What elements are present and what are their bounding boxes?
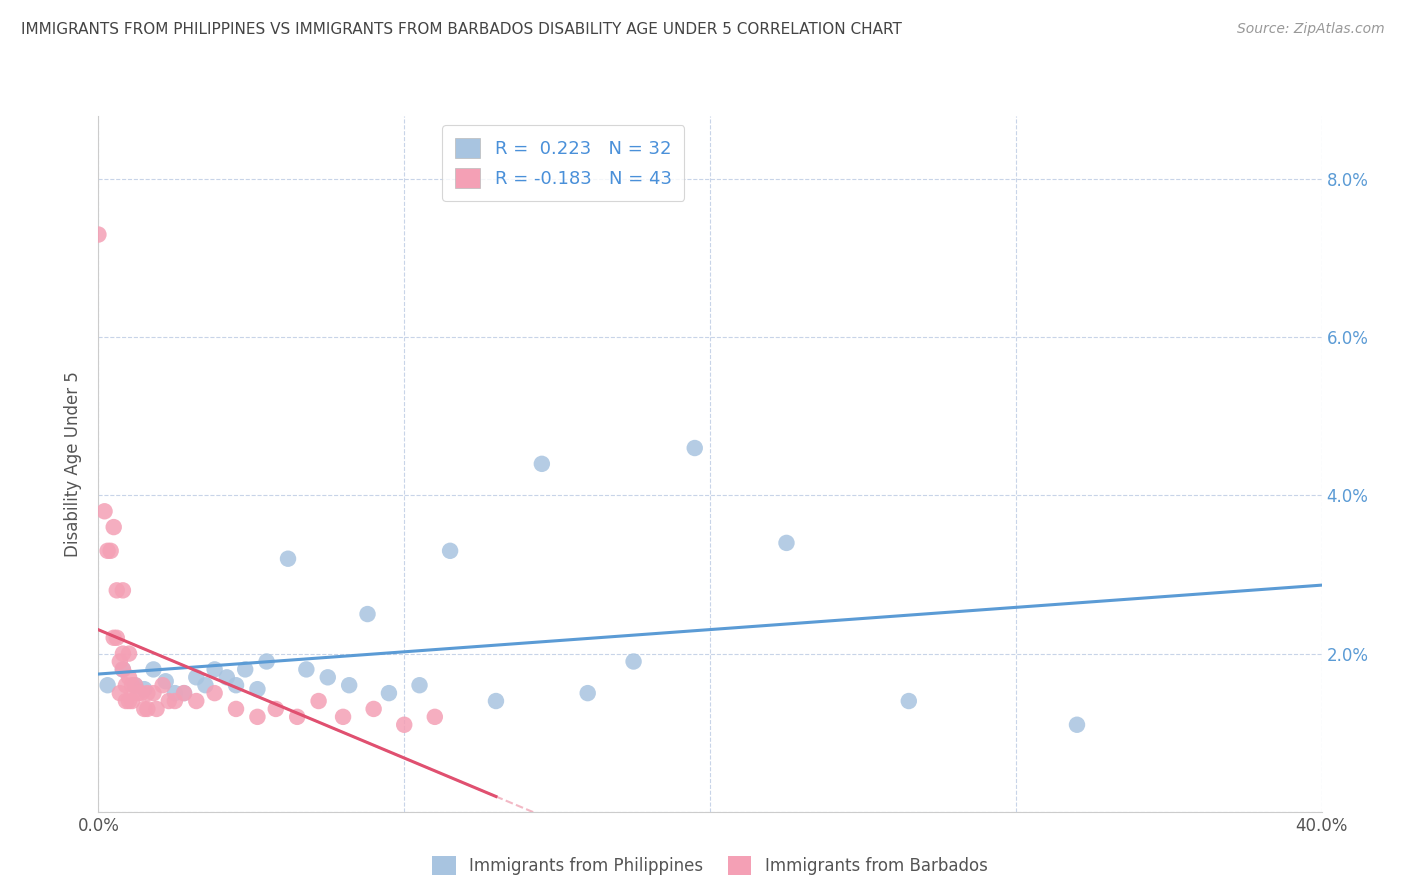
Point [337,678,360,692]
Point [897,694,920,708]
Point [295,662,318,676]
Point [194,678,217,692]
Point [332,710,354,724]
Point [124,678,146,692]
Point [246,710,269,724]
Point [155,674,177,689]
Point [145,702,167,716]
Point [173,686,195,700]
Point [246,682,269,697]
Point [439,543,461,558]
Point [142,686,165,700]
Point [186,670,208,684]
Point [129,686,152,700]
Point [121,678,143,692]
Point [108,686,131,700]
Point [316,670,339,684]
Point [623,655,645,669]
Point [285,710,308,724]
Point [118,647,141,661]
Point [97,543,120,558]
Point [105,583,128,598]
Point [134,702,156,716]
Point [111,662,134,676]
Point [118,670,141,684]
Legend: Immigrants from Philippines, Immigrants from Barbados: Immigrants from Philippines, Immigrants … [425,847,995,883]
Point [225,702,247,716]
Point [136,702,159,716]
Point [186,694,208,708]
Point [111,583,134,598]
Point [115,694,138,708]
Point [152,678,174,692]
Point [97,678,120,692]
Text: Source: ZipAtlas.com: Source: ZipAtlas.com [1237,22,1385,37]
Point [233,662,256,676]
Point [363,702,385,716]
Point [576,686,599,700]
Point [173,686,195,700]
Point [121,694,143,708]
Point [142,662,165,676]
Point [392,717,416,731]
Point [87,227,110,242]
Point [204,686,226,700]
Point [308,694,330,708]
Point [163,686,186,700]
Point [485,694,508,708]
Point [530,457,553,471]
Point [356,607,378,621]
Point [215,670,238,684]
Point [124,678,146,692]
Point [127,686,149,700]
Y-axis label: Disability Age Under 5: Disability Age Under 5 [65,371,83,557]
Point [264,702,287,716]
Point [118,694,141,708]
Point [256,655,278,669]
Point [157,694,180,708]
Point [277,551,299,566]
Point [163,694,186,708]
Point [225,678,247,692]
Point [115,678,138,692]
Point [134,682,156,697]
Point [100,543,122,558]
Point [683,441,706,455]
Point [1066,717,1088,731]
Point [105,631,128,645]
Point [204,662,226,676]
Point [108,655,131,669]
Point [408,678,430,692]
Point [136,686,159,700]
Point [378,686,401,700]
Point [111,647,134,661]
Point [103,520,125,534]
Text: IMMIGRANTS FROM PHILIPPINES VS IMMIGRANTS FROM BARBADOS DISABILITY AGE UNDER 5 C: IMMIGRANTS FROM PHILIPPINES VS IMMIGRANT… [21,22,903,37]
Point [775,536,797,550]
Point [93,504,115,518]
Point [111,662,134,676]
Point [423,710,446,724]
Point [103,631,125,645]
